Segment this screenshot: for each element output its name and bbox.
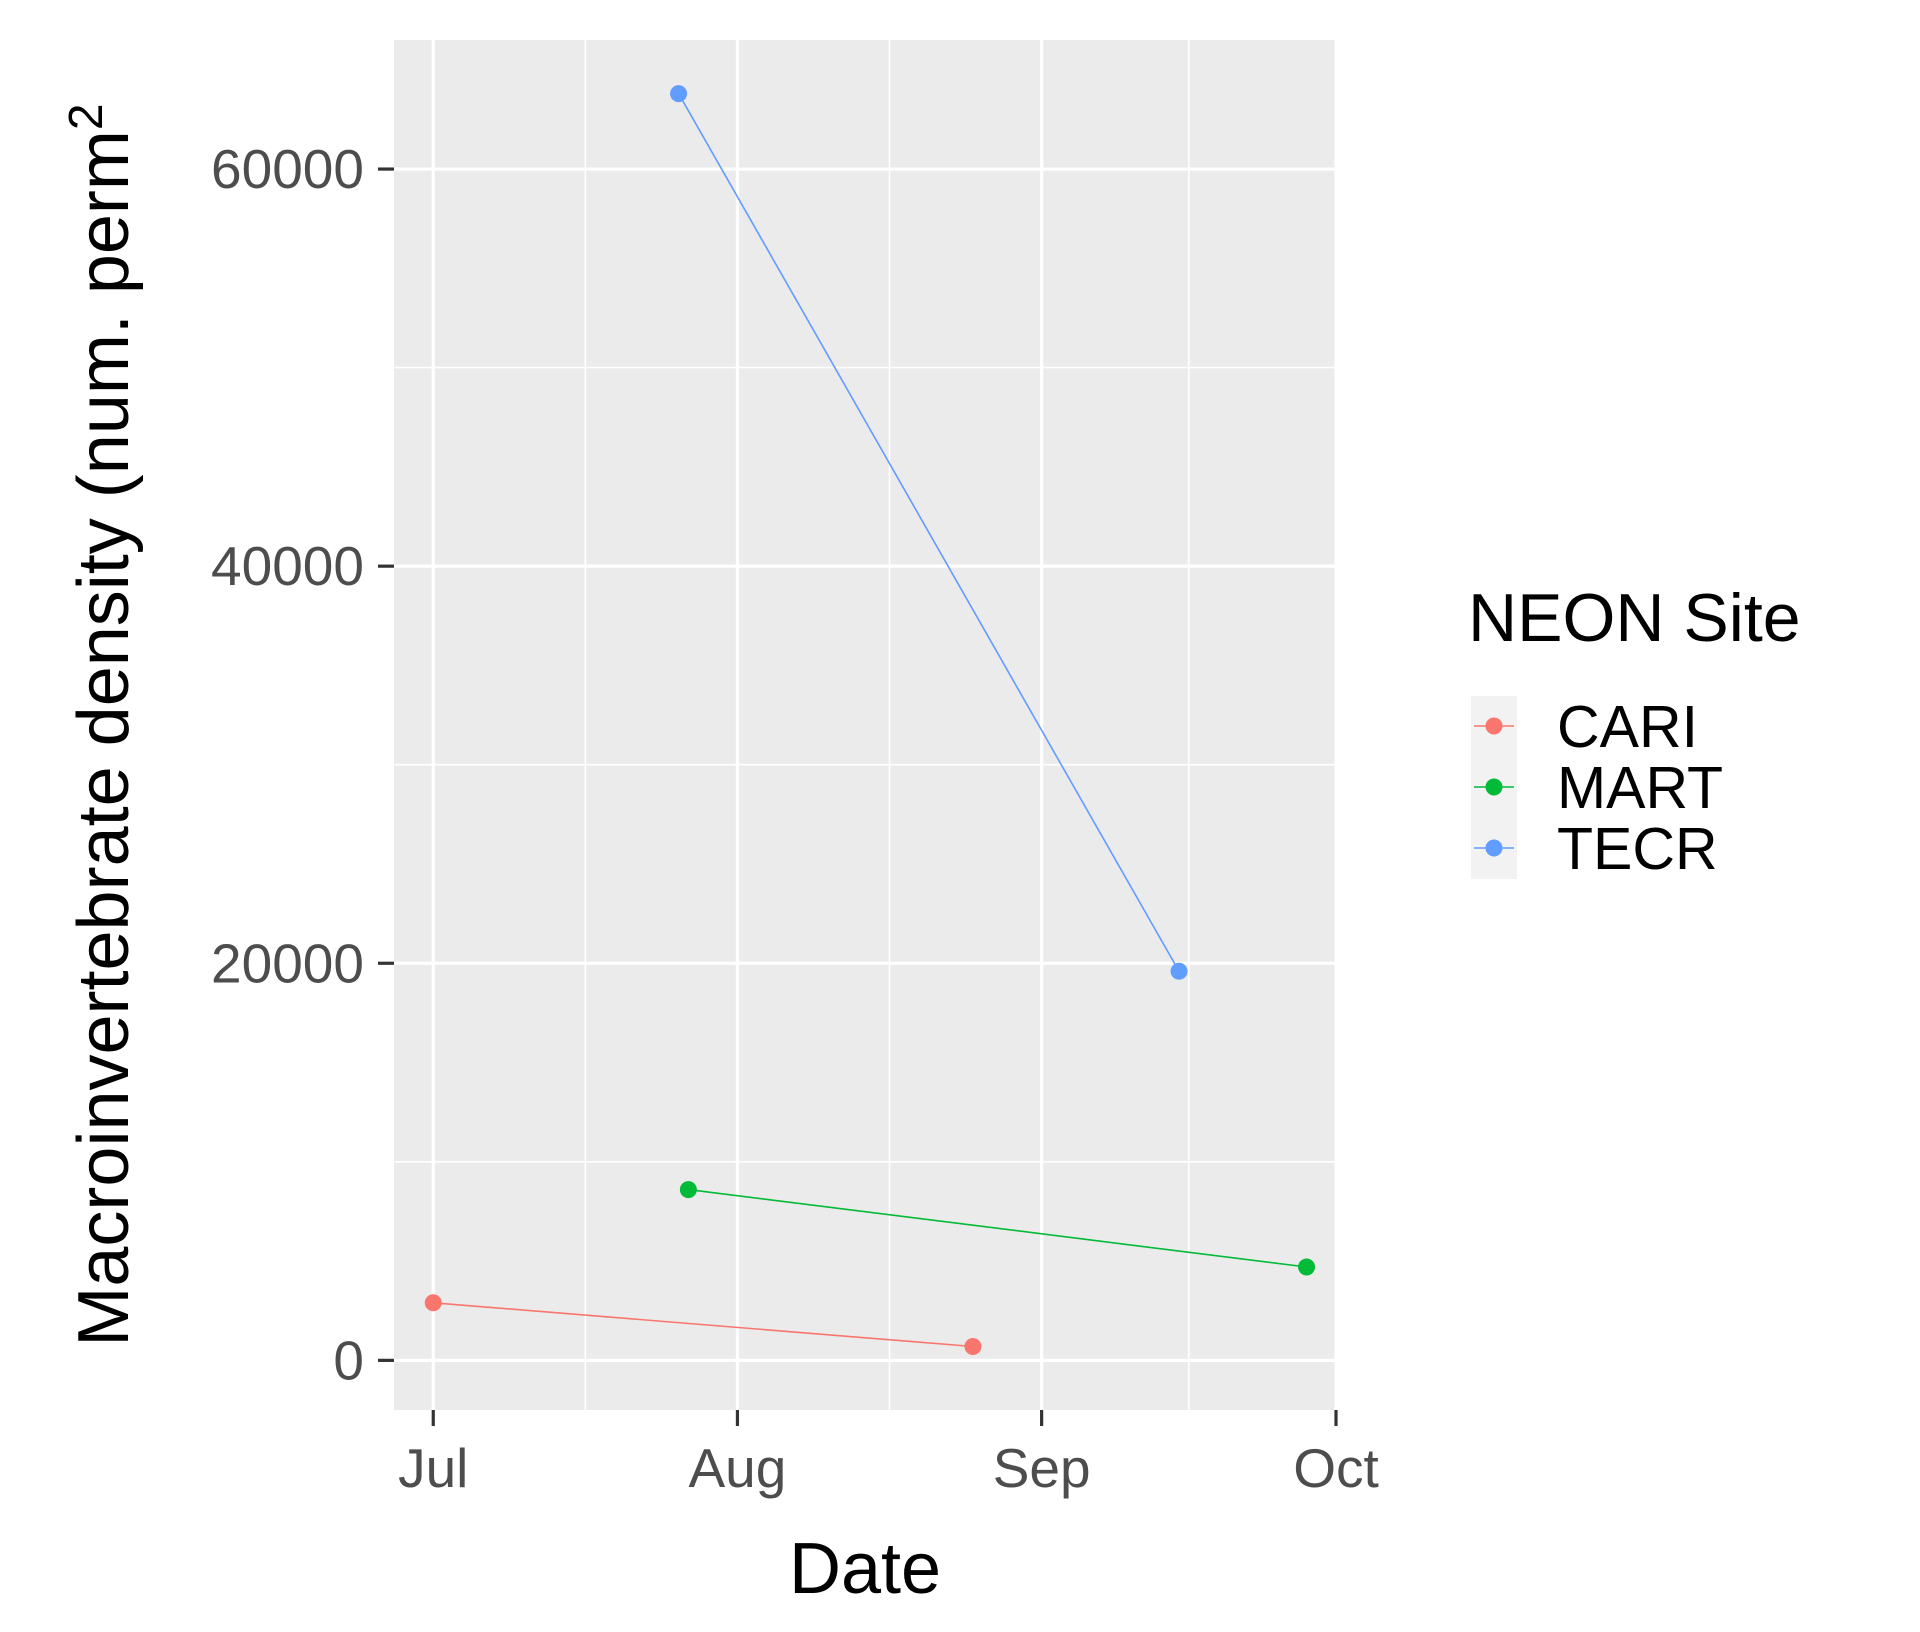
y-axis-title-superscript: 2 [60,103,113,130]
legend-label-mart: MART [1557,755,1723,821]
x-axis-title: Date [789,1529,941,1609]
legend-key-point-cari [1485,717,1503,735]
data-point-mart-1 [1298,1258,1316,1276]
y-tick-label-40000: 40000 [211,535,364,597]
legend-key-point-mart [1485,778,1503,796]
x-tick-label-oct: Oct [1293,1437,1379,1499]
series-line-cari [433,1302,973,1348]
legend-label-tecr: TECR [1557,816,1718,882]
series-line-tecr [677,93,1180,972]
panel-background [394,40,1336,1410]
legend-entry-cari: CARI [1471,694,1698,760]
y-tick-label-0: 0 [333,1329,364,1391]
series-mart [679,1181,1316,1276]
y-axis-title-main: Macroinvertebrate density (num. perm [64,130,144,1346]
data-series [424,85,1316,1355]
x-tick-label-jul: Jul [398,1437,468,1499]
data-point-mart-0 [679,1181,697,1199]
data-point-cari-1 [964,1337,982,1355]
legend-key-point-tecr [1485,839,1503,857]
x-tick-labels: Jul Aug Sep Oct [398,1437,1379,1499]
y-axis-title: Macroinvertebrate density (num. perm2 [60,103,144,1346]
data-point-cari-0 [424,1294,442,1312]
series-line-mart [688,1188,1307,1268]
y-tick-labels: 0 20000 40000 60000 [211,138,364,1391]
minor-gridlines [394,40,1336,1410]
major-gridlines [394,40,1338,1410]
series-tecr [670,85,1188,980]
data-point-tecr-0 [670,85,688,103]
legend-entry-mart: MART [1471,755,1723,821]
y-tick-label-60000: 60000 [211,138,364,200]
legend-label-cari: CARI [1557,694,1698,760]
x-tick-label-aug: Aug [689,1437,787,1499]
y-tick-label-20000: 20000 [211,932,364,994]
series-cari [424,1294,982,1355]
data-point-tecr-1 [1170,962,1188,980]
legend-title: NEON Site [1468,580,1801,656]
x-tick-label-sep: Sep [993,1437,1091,1499]
legend-entry-tecr: TECR [1471,816,1718,882]
axis-ticks [378,167,1338,1426]
